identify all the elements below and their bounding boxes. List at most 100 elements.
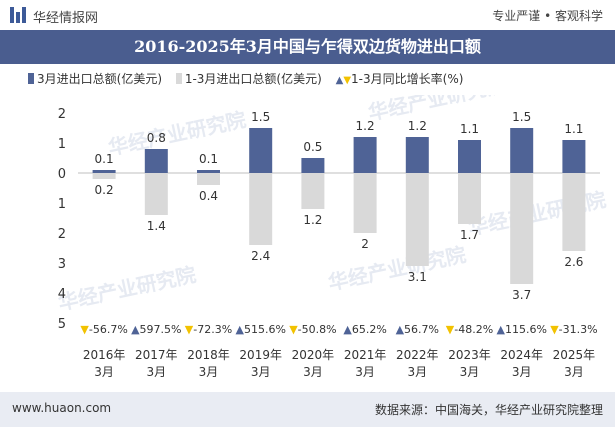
x-tick-label: 2023年 [448, 348, 491, 362]
bar-q1 [458, 173, 481, 224]
watermark-text: 华经产业研究院 [466, 187, 608, 240]
x-tick-label: 3月 [251, 365, 271, 379]
rate-value: -56.7% [89, 323, 128, 336]
rate-value: -50.8% [298, 323, 337, 336]
watermark-text: 华经产业研究院 [56, 262, 198, 315]
rate-label: ▼-72.3% [185, 323, 232, 336]
triangle-down-icon: ▼ [289, 323, 298, 336]
triangle-down-icon: ▼ [343, 75, 352, 86]
legend: 3月进出口总额(亿美元) 1-3月进出口总额(亿美元) ▲▼1-3月同比增长率(… [28, 70, 473, 88]
triangle-up-icon: ▲ [235, 323, 244, 336]
legend-item-rate: ▲▼1-3月同比增长率(%) [336, 70, 464, 87]
y-tick-label: 5 [58, 317, 66, 332]
rate-value: 115.6% [505, 323, 547, 336]
triangle-up-icon: ▲ [335, 75, 344, 86]
triangle-up-icon: ▲ [343, 323, 352, 336]
chart-title: 2016-2025年3月中国与乍得双边货物进出口额 [134, 37, 481, 56]
watermark-text: 华经产业研究院 [366, 95, 508, 125]
rate-value: 65.2% [352, 323, 387, 336]
rate-label: ▼-31.3% [550, 323, 597, 336]
rate-label: ▼-50.8% [289, 323, 336, 336]
x-tick-label: 3月 [564, 365, 584, 379]
site-name: 华经情报网 [33, 11, 99, 26]
bar-chart: 华经产业研究院华经产业研究院华经产业研究院华经产业研究院华经产业研究院21012… [56, 95, 608, 379]
data-label-march: 1.2 [356, 119, 375, 133]
bar-q1 [301, 173, 325, 209]
bar-march [144, 149, 168, 173]
legend-item-q1: 1-3月进出口总额(亿美元) [175, 70, 322, 87]
bar-q1 [144, 173, 168, 215]
bar-march [510, 128, 534, 173]
bar-q1 [562, 173, 586, 251]
x-tick-label: 3月 [146, 365, 166, 379]
triangle-up-icon: ▲ [396, 323, 405, 336]
rate-value: -72.3% [193, 323, 232, 336]
x-tick-label: 2020年 [292, 348, 335, 362]
bar-march [301, 158, 325, 173]
triangle-up-icon: ▲ [131, 323, 140, 336]
x-tick-label: 3月 [355, 365, 375, 379]
rate-value: 515.6% [244, 323, 286, 336]
legend-swatch-march [28, 73, 34, 84]
rate-value: -31.3% [559, 323, 598, 336]
bar-q1 [353, 173, 377, 233]
data-label-q1: 2 [361, 237, 369, 251]
rate-label: ▲515.6% [235, 323, 285, 336]
triangle-up-icon: ▲ [496, 323, 505, 336]
rate-label: ▲65.2% [343, 323, 386, 336]
data-label-q1: 1.7 [460, 228, 479, 242]
x-tick-label: 3月 [94, 365, 114, 379]
data-label-march: 1.1 [460, 122, 479, 136]
x-tick-label: 3月 [512, 365, 532, 379]
bar-march [353, 137, 377, 173]
data-label-march: 0.8 [147, 131, 166, 145]
x-tick-label: 2017年 [135, 348, 178, 362]
data-label-march: 1.1 [564, 122, 583, 136]
triangle-down-icon: ▼ [446, 323, 455, 336]
x-tick-label: 2021年 [344, 348, 387, 362]
rate-label: ▼-56.7% [80, 323, 127, 336]
rate-value: -48.2% [454, 323, 493, 336]
bar-march [249, 128, 273, 173]
legend-swatch-q1 [175, 73, 182, 84]
data-label-q1: 1.4 [147, 219, 166, 233]
data-label-march: 1.2 [408, 119, 427, 133]
bar-q1 [249, 173, 273, 245]
data-label-march: 0.1 [95, 152, 114, 166]
data-label-q1: 0.2 [95, 183, 114, 197]
watermark-text: 华经产业研究院 [326, 242, 468, 295]
legend-label-rate: 1-3月同比增长率(%) [351, 72, 464, 86]
data-label-march: 1.5 [512, 110, 531, 124]
legend-label-march: 3月进出口总额(亿美元) [37, 72, 162, 86]
x-tick-label: 2022年 [396, 348, 439, 362]
rate-label: ▲115.6% [496, 323, 546, 336]
x-tick-label: 3月 [303, 365, 323, 379]
slogan: 专业严谨 • 客观科学 [492, 9, 603, 23]
bar-march [92, 170, 116, 173]
data-label-march: 0.1 [199, 152, 218, 166]
x-tick-label: 2016年 [83, 348, 126, 362]
x-tick-label: 2018年 [187, 348, 230, 362]
rate-label: ▲56.7% [396, 323, 439, 336]
x-tick-label: 3月 [199, 365, 219, 379]
y-tick-label: 2 [58, 107, 66, 122]
rate-label: ▼-48.2% [446, 323, 493, 336]
triangle-down-icon: ▼ [80, 323, 89, 336]
data-label-q1: 2.6 [564, 255, 583, 269]
y-tick-label: 4 [58, 287, 66, 302]
bar-march [562, 140, 586, 173]
data-label-q1: 2.4 [251, 249, 270, 263]
bar-q1 [197, 173, 220, 185]
bar-q1 [405, 173, 429, 266]
data-label-q1: 1.2 [303, 213, 322, 227]
x-tick-label: 2025年 [553, 348, 596, 362]
data-label-march: 0.5 [303, 140, 322, 154]
rate-value: 597.5% [140, 323, 182, 336]
watermark-text: 华经产业研究院 [106, 107, 248, 160]
bar-march [197, 170, 220, 173]
logo-icon [10, 7, 26, 23]
legend-item-march: 3月进出口总额(亿美元) [28, 70, 162, 87]
triangle-down-icon: ▼ [185, 323, 194, 336]
x-tick-label: 2024年 [500, 348, 543, 362]
data-label-march: 1.5 [251, 110, 270, 124]
